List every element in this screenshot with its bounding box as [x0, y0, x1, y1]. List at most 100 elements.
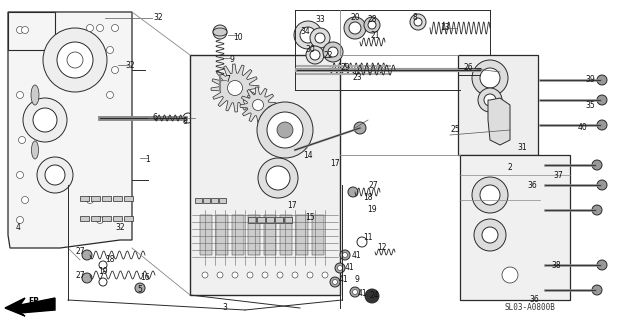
- Text: 27: 27: [368, 181, 378, 190]
- Circle shape: [310, 50, 320, 60]
- Circle shape: [414, 18, 422, 26]
- Circle shape: [349, 22, 361, 34]
- Circle shape: [183, 113, 193, 123]
- Text: 17: 17: [287, 201, 297, 210]
- Circle shape: [99, 278, 107, 286]
- Circle shape: [37, 157, 73, 193]
- Text: 20: 20: [350, 13, 360, 22]
- Circle shape: [82, 250, 92, 260]
- Polygon shape: [8, 12, 55, 50]
- Text: 9: 9: [354, 276, 359, 284]
- Text: 37: 37: [553, 171, 563, 180]
- Bar: [190, 55, 340, 295]
- Circle shape: [45, 165, 65, 185]
- Bar: [460, 155, 570, 300]
- Bar: [280, 215, 292, 255]
- Text: 18: 18: [105, 255, 115, 265]
- Circle shape: [300, 27, 316, 43]
- Text: 17: 17: [330, 158, 340, 167]
- Text: 19: 19: [367, 205, 377, 214]
- Bar: [284, 217, 292, 223]
- Circle shape: [86, 196, 93, 204]
- Bar: [257, 217, 265, 223]
- Circle shape: [342, 252, 347, 258]
- Bar: [200, 215, 212, 255]
- Circle shape: [67, 52, 83, 68]
- Circle shape: [307, 272, 313, 278]
- Text: 24: 24: [369, 291, 378, 300]
- Ellipse shape: [213, 28, 227, 36]
- Bar: [458, 55, 538, 155]
- Circle shape: [348, 187, 358, 197]
- Circle shape: [340, 250, 350, 260]
- Circle shape: [292, 272, 298, 278]
- Text: 18: 18: [363, 193, 373, 202]
- Bar: [248, 215, 260, 255]
- Bar: [102, 216, 111, 221]
- Circle shape: [257, 102, 313, 158]
- Circle shape: [344, 17, 366, 39]
- Bar: [195, 198, 202, 203]
- Text: 41: 41: [351, 251, 361, 260]
- Circle shape: [82, 273, 92, 283]
- Text: 8: 8: [183, 117, 188, 126]
- Circle shape: [112, 25, 119, 31]
- Bar: [124, 196, 133, 201]
- Text: 32: 32: [125, 60, 135, 69]
- Circle shape: [484, 94, 496, 106]
- Circle shape: [353, 290, 358, 294]
- Circle shape: [310, 28, 330, 48]
- Bar: [113, 216, 122, 221]
- Circle shape: [247, 272, 253, 278]
- Circle shape: [332, 279, 337, 284]
- Text: 9: 9: [230, 55, 235, 65]
- Bar: [296, 215, 308, 255]
- Circle shape: [306, 46, 324, 64]
- Circle shape: [216, 88, 224, 96]
- Text: 36: 36: [529, 295, 539, 305]
- Bar: [211, 198, 218, 203]
- Text: 40: 40: [577, 124, 587, 132]
- Circle shape: [23, 98, 67, 142]
- Circle shape: [16, 27, 23, 34]
- Text: 34: 34: [300, 28, 310, 36]
- Ellipse shape: [32, 141, 39, 159]
- Circle shape: [217, 272, 223, 278]
- Bar: [232, 215, 244, 255]
- Circle shape: [478, 88, 502, 112]
- Circle shape: [16, 172, 23, 179]
- Circle shape: [335, 263, 345, 273]
- Circle shape: [323, 42, 343, 62]
- Text: 30: 30: [305, 45, 315, 54]
- Text: 33: 33: [315, 15, 325, 25]
- Circle shape: [262, 272, 268, 278]
- Circle shape: [96, 217, 103, 223]
- Bar: [216, 215, 228, 255]
- Bar: [203, 198, 210, 203]
- Polygon shape: [240, 87, 276, 123]
- Circle shape: [410, 14, 426, 30]
- Circle shape: [213, 25, 227, 39]
- Text: 5: 5: [138, 285, 143, 294]
- Text: 36: 36: [527, 180, 537, 189]
- Circle shape: [322, 272, 328, 278]
- Circle shape: [474, 219, 506, 251]
- Bar: [80, 216, 89, 221]
- Text: 32: 32: [115, 223, 125, 233]
- Circle shape: [33, 108, 57, 132]
- Text: 7: 7: [226, 76, 230, 84]
- Text: 6: 6: [153, 114, 157, 123]
- Text: 27: 27: [75, 270, 85, 279]
- Text: 23: 23: [353, 74, 362, 83]
- Text: 28: 28: [367, 15, 377, 25]
- Circle shape: [228, 81, 242, 95]
- Circle shape: [472, 177, 508, 213]
- Circle shape: [365, 289, 379, 303]
- Text: 25: 25: [450, 125, 460, 134]
- Text: 19: 19: [98, 268, 108, 276]
- Circle shape: [328, 47, 338, 57]
- Text: 41: 41: [344, 263, 354, 273]
- Text: 16: 16: [140, 274, 150, 283]
- Circle shape: [252, 100, 264, 110]
- Text: 35: 35: [585, 100, 595, 109]
